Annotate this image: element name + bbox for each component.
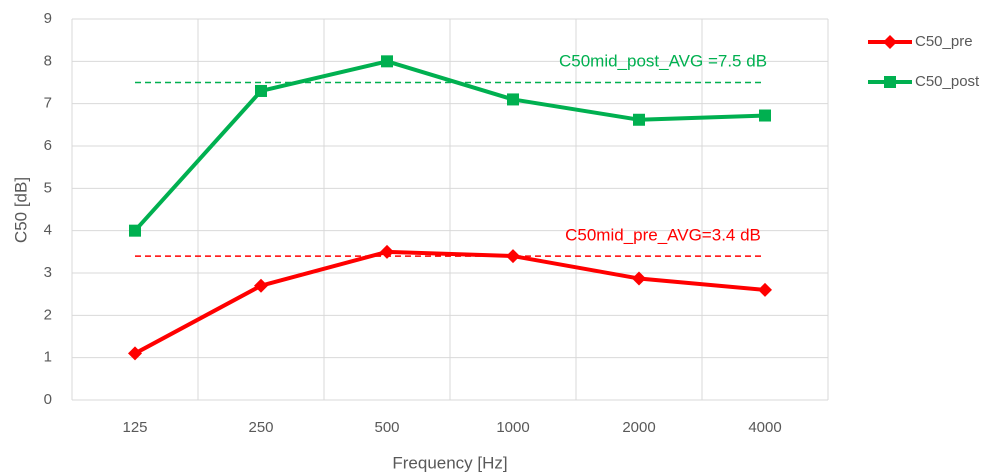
series-line bbox=[133, 59, 766, 233]
data-point bbox=[254, 278, 268, 293]
y-tick-label: 6 bbox=[44, 137, 52, 154]
x-tick-label: 2000 bbox=[622, 419, 655, 436]
data-point bbox=[129, 224, 141, 237]
data-point bbox=[380, 244, 394, 259]
data-point bbox=[255, 84, 267, 97]
x-axis-title: Frequency [Hz] bbox=[392, 453, 507, 472]
x-tick-label: 250 bbox=[248, 419, 273, 436]
y-tick-label: 7 bbox=[44, 95, 52, 112]
x-tick-label: 4000 bbox=[748, 419, 781, 436]
y-tick-label: 5 bbox=[44, 179, 52, 196]
data-point bbox=[128, 346, 142, 361]
data-point bbox=[758, 282, 772, 297]
data-point bbox=[381, 55, 393, 68]
y-tick-label: 9 bbox=[44, 10, 52, 27]
data-point bbox=[633, 113, 645, 126]
data-point bbox=[759, 109, 771, 122]
y-tick-label: 0 bbox=[44, 391, 52, 408]
data-point bbox=[507, 93, 519, 106]
annotation: C50mid_pre_AVG=3.4 dB bbox=[565, 225, 761, 244]
legend-label: C50_pre bbox=[915, 33, 973, 50]
y-tick-label: 1 bbox=[44, 349, 52, 366]
y-axis-title: C50 [dB] bbox=[11, 177, 30, 243]
y-tick-label: 2 bbox=[44, 306, 52, 323]
legend-label: C50_post bbox=[915, 73, 980, 90]
y-tick-label: 8 bbox=[44, 52, 52, 69]
x-tick-label: 1000 bbox=[496, 419, 529, 436]
x-tick-label: 500 bbox=[374, 419, 399, 436]
legend-marker bbox=[883, 35, 897, 49]
y-tick-label: 4 bbox=[44, 222, 52, 239]
data-point bbox=[632, 271, 646, 286]
annotation: C50mid_post_AVG =7.5 dB bbox=[559, 51, 767, 70]
series-line bbox=[134, 249, 766, 356]
legend-marker bbox=[884, 76, 896, 88]
x-tick-label: 125 bbox=[122, 419, 147, 436]
data-point bbox=[506, 249, 520, 264]
y-tick-label: 3 bbox=[44, 264, 52, 281]
